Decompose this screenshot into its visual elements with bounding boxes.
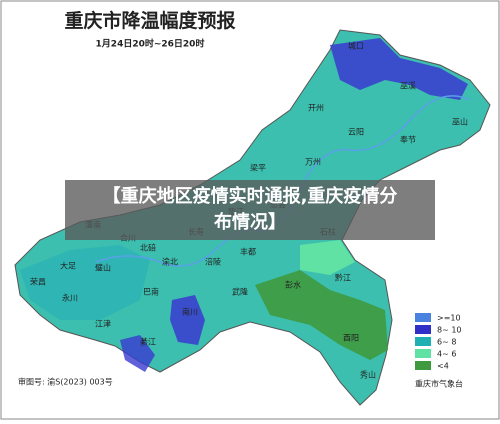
legend-label: >=10 xyxy=(437,314,461,323)
district-label: 永川 xyxy=(62,293,78,303)
zone-dark-blue xyxy=(170,295,205,345)
district-label: 城口 xyxy=(348,42,364,51)
zone-green xyxy=(255,270,388,360)
district-label: 武隆 xyxy=(232,287,248,297)
district-label: 奉节 xyxy=(400,135,416,145)
district-label: 黔江 xyxy=(335,273,351,283)
zone-teal xyxy=(20,245,150,320)
district-label: 璧山 xyxy=(95,263,111,273)
district-label: 云阳 xyxy=(348,128,364,137)
district-label: 万州 xyxy=(305,158,321,167)
district-label: 涪陵 xyxy=(205,257,221,267)
zone-light-green xyxy=(300,240,355,275)
district-label: 大足 xyxy=(60,261,76,271)
district-label: 渝北 xyxy=(162,257,178,267)
source: 重庆市气象台 xyxy=(415,379,463,389)
legend-label: 4~ 6 xyxy=(437,350,456,359)
district-label: 綦江 xyxy=(140,337,156,347)
zone-dark-blue xyxy=(120,335,155,372)
district-label: 彭水 xyxy=(285,280,301,290)
district-label: 荣昌 xyxy=(30,277,46,287)
zone-dark-blue xyxy=(330,38,468,100)
district-label: 南川 xyxy=(182,307,198,317)
legend-swatch xyxy=(415,325,431,334)
legend-label: 8~ 10 xyxy=(437,326,462,335)
district-label: 秀山 xyxy=(360,370,376,380)
district-label: 开州 xyxy=(308,104,324,113)
district-label: 巴南 xyxy=(143,287,159,297)
district-label: 丰都 xyxy=(240,247,256,257)
district-label: 酉阳 xyxy=(343,334,359,343)
district-label: 巫溪 xyxy=(400,81,416,91)
legend-swatch xyxy=(415,349,431,358)
overlay-banner: 【重庆地区疫情实时通报,重庆疫情分布情况】 xyxy=(65,180,435,240)
legend: >=10 8~ 10 6~ 8 4~ 6 <4 xyxy=(415,313,462,371)
map-title: 重庆市降温幅度预报 xyxy=(64,9,235,32)
legend-swatch xyxy=(415,337,431,346)
legend-label: 6~ 8 xyxy=(437,338,456,347)
map-subtitle: 1月24日20时~26日20时 xyxy=(96,38,205,50)
district-label: 梁平 xyxy=(250,164,266,173)
legend-swatch xyxy=(415,361,431,370)
legend-swatch xyxy=(415,313,431,322)
map-number: 审图号: 渝S(2023) 003号 xyxy=(18,377,113,387)
district-label: 北碚 xyxy=(140,243,156,253)
legend-label: <4 xyxy=(437,362,449,371)
district-label: 江津 xyxy=(95,319,111,329)
district-label: 巫山 xyxy=(452,117,468,127)
